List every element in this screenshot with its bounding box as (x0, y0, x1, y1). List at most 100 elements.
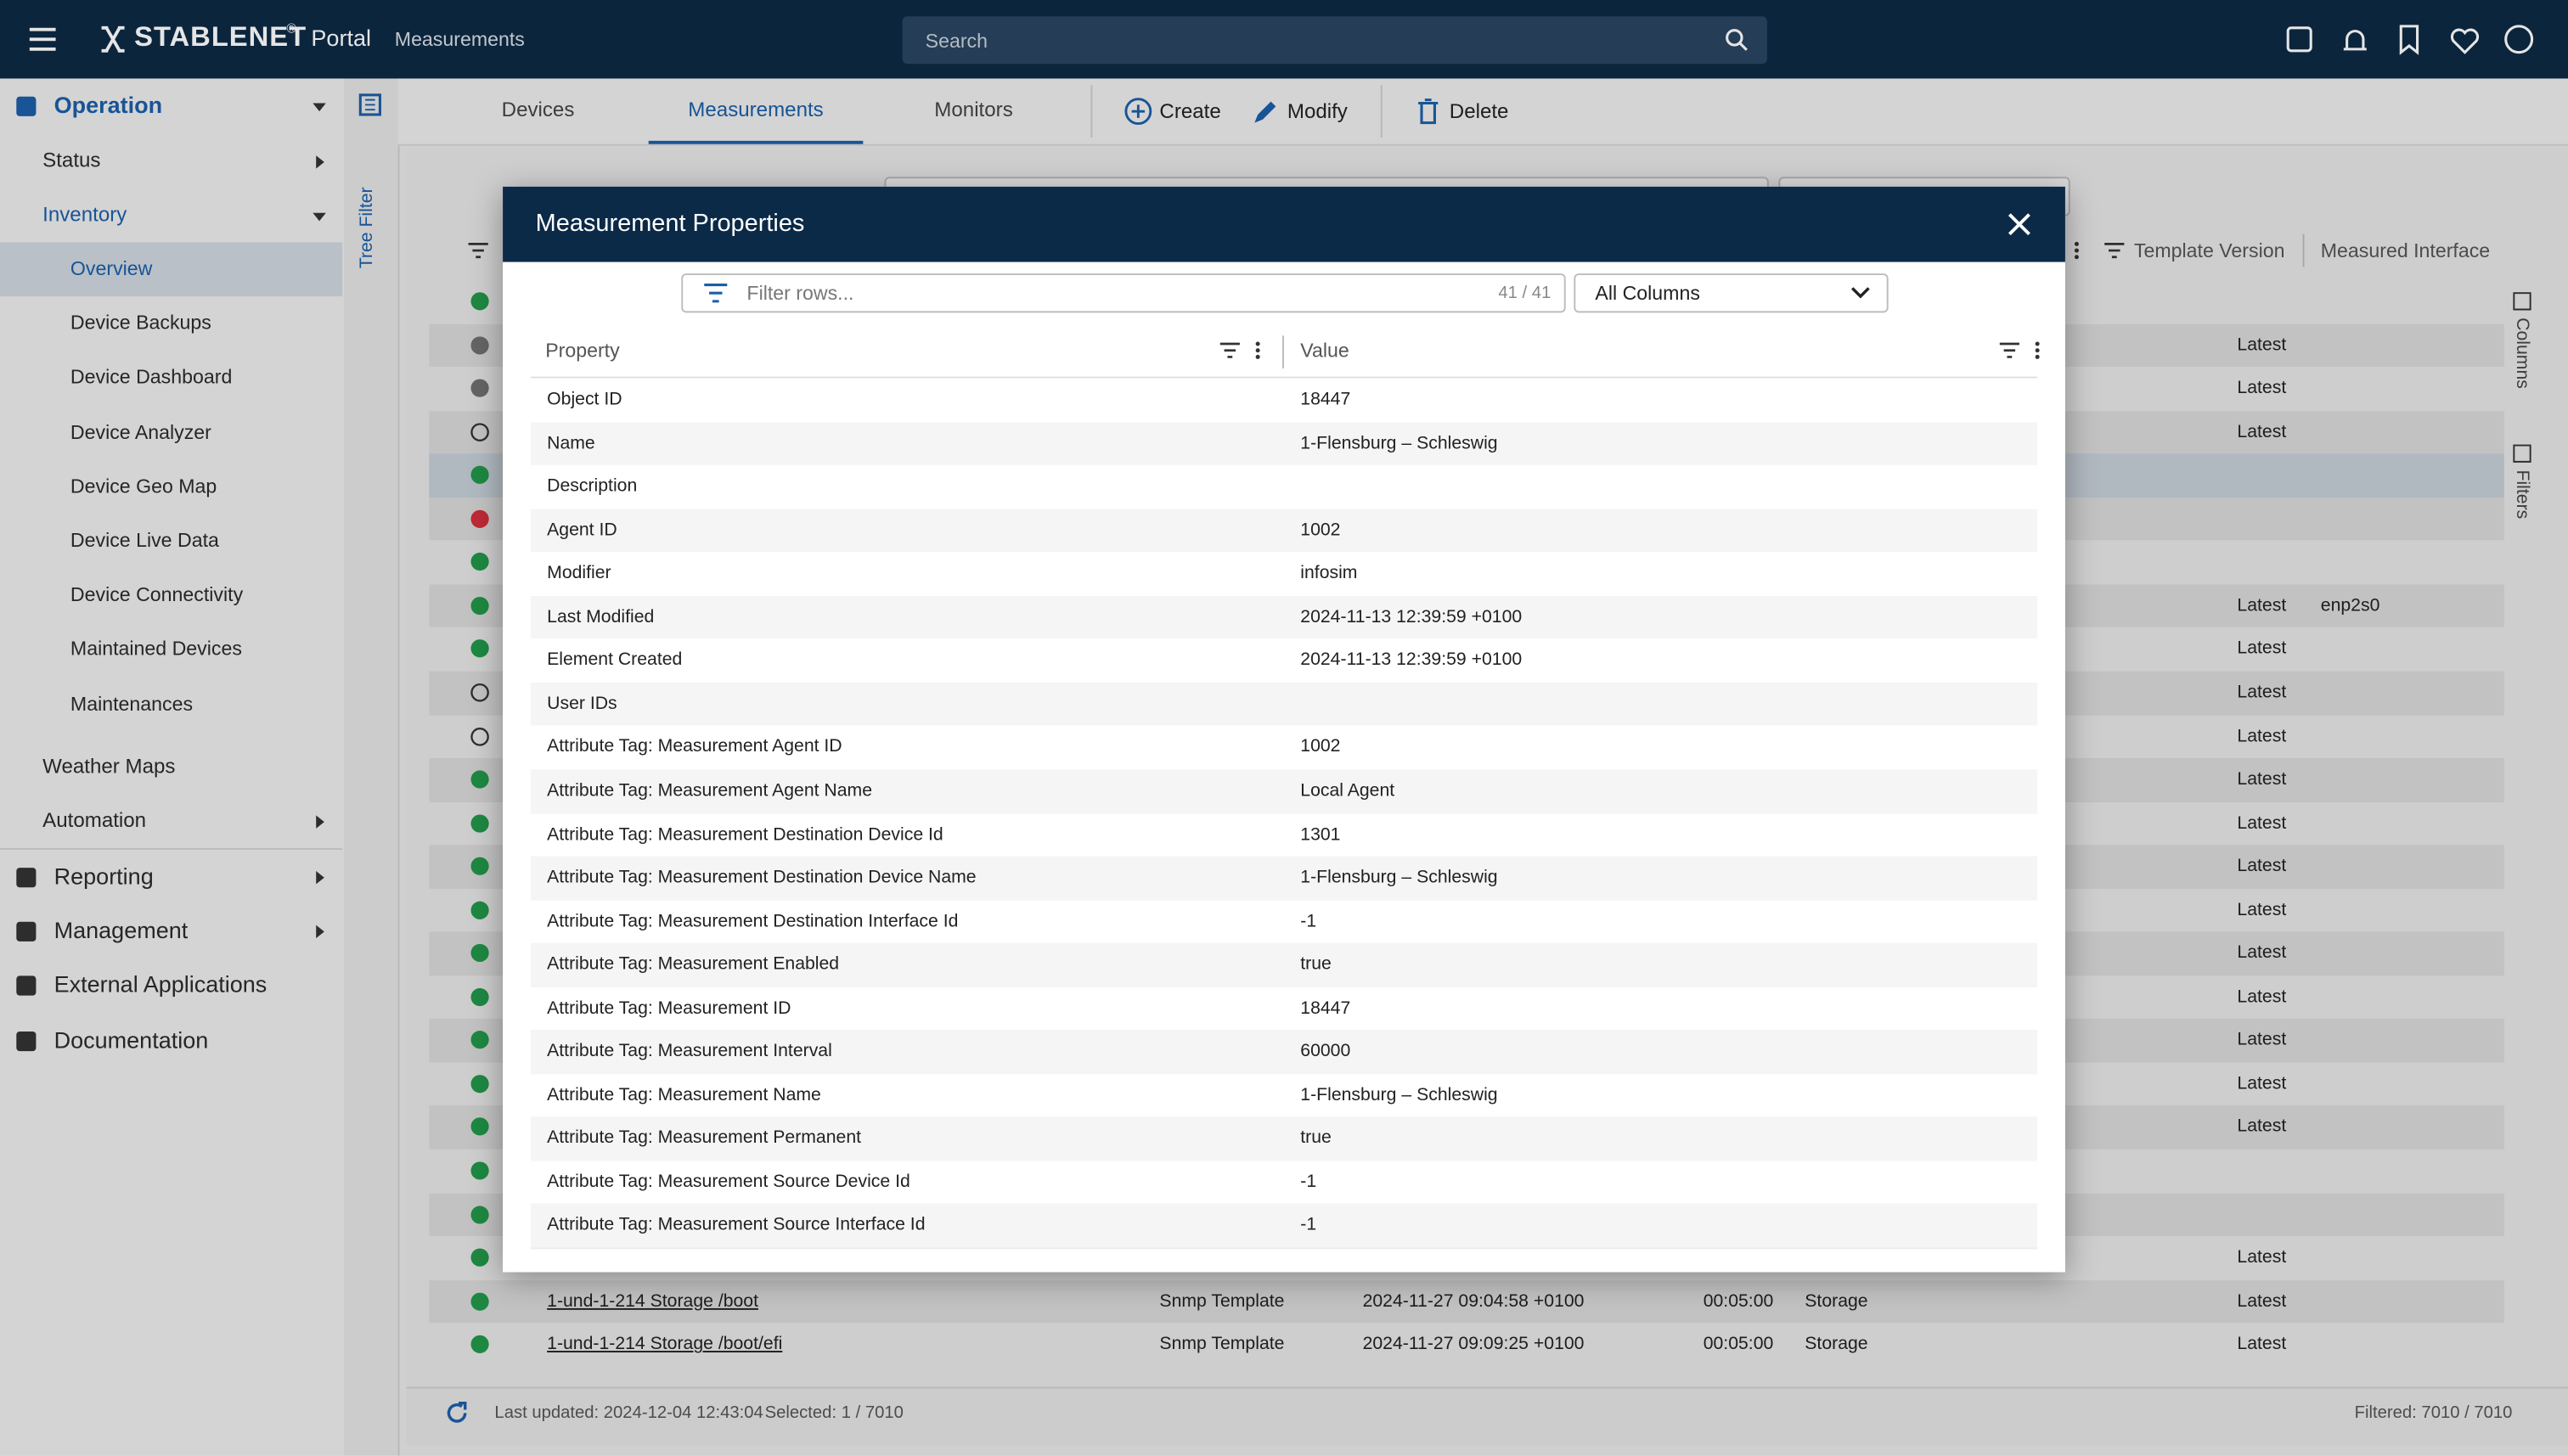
tree-filter-strip: Tree Filter (343, 78, 400, 1456)
tree-icon[interactable] (358, 93, 381, 116)
action-button[interactable]: Delete (1413, 97, 1508, 126)
last-updated: Last updated: 2024-12-04 12:43:04 (494, 1403, 763, 1423)
property-row[interactable]: Object ID 18447 (530, 378, 2038, 424)
property-row[interactable]: User IDs (530, 682, 2038, 728)
property-name: Attribute Tag: Measurement Agent ID (547, 737, 842, 757)
column-header[interactable]: Measured Interface (2320, 239, 2491, 262)
nav-item[interactable]: Device Geo Map (0, 459, 342, 514)
nav-item[interactable]: Inventory (0, 188, 342, 242)
property-value: 1002 (1300, 520, 1341, 540)
status-dot (470, 813, 489, 832)
property-row[interactable]: Attribute Tag: Measurement Source Device… (530, 1161, 2038, 1206)
property-row[interactable]: Attribute Tag: Measurement Destination D… (530, 856, 2038, 902)
tab-label: Monitors (934, 98, 1013, 121)
nav-item[interactable]: Operation (0, 79, 342, 133)
nav-label: Automation (42, 808, 147, 832)
filter-icon (704, 284, 728, 303)
property-name: Attribute Tag: Measurement Destination I… (547, 911, 959, 931)
action-button[interactable]: Create (1124, 97, 1221, 126)
nav-item[interactable]: Device Dashboard (0, 351, 342, 405)
property-row[interactable]: Description (530, 464, 2038, 511)
property-value: 1301 (1300, 824, 1341, 845)
property-name: Last Modified (547, 607, 655, 627)
property-name: Modifier (547, 563, 611, 583)
column-header[interactable]: Property (545, 339, 620, 363)
property-name: User IDs (547, 694, 617, 714)
nav-item[interactable]: Device Analyzer (0, 405, 342, 459)
table-row[interactable]: 1-und-1-214 Storage /boot Snmp Template 20… (429, 1279, 2504, 1324)
tab[interactable]: Devices (431, 79, 645, 144)
property-row[interactable]: Attribute Tag: Measurement ID 18447 (530, 987, 2038, 1032)
search-box[interactable]: Search (902, 16, 1767, 65)
column-select[interactable]: All Columns (1574, 273, 1889, 313)
property-value: 2024-11-13 12:39:59 +0100 (1300, 607, 1523, 627)
action-label: Create (1159, 99, 1221, 123)
nav-item[interactable]: External Applications (0, 958, 342, 1012)
tab[interactable]: Monitors (866, 79, 1081, 144)
nav-item[interactable]: Device Live Data (0, 514, 342, 568)
property-row[interactable]: Last Modified 2024-11-13 12:39:59 +0100 (530, 595, 2038, 641)
property-row[interactable]: Attribute Tag: Measurement Enabled true (530, 943, 2038, 989)
side-panel-tab[interactable]: Filters (2510, 444, 2533, 559)
nav-item[interactable]: Device Connectivity (0, 568, 342, 622)
tab-label: Devices (501, 98, 575, 121)
nav-item[interactable]: Device Backups (0, 296, 342, 351)
nav-item[interactable]: Automation (0, 794, 342, 848)
close-button[interactable] (2008, 213, 2030, 236)
column-header[interactable]: Template Version (2133, 239, 2285, 262)
status-dot (470, 466, 489, 485)
property-row[interactable]: Attribute Tag: Measurement Source Interf… (530, 1204, 2038, 1250)
column-menu-icon (1255, 341, 1260, 359)
cell: 00:05:00 (1703, 1335, 1774, 1355)
nav-item[interactable]: Reporting (0, 848, 343, 904)
nav-item[interactable]: Documentation (0, 1013, 342, 1067)
side-panel-tab[interactable]: Columns (2510, 291, 2533, 406)
property-row[interactable]: Attribute Tag: Measurement Agent ID 1002 (530, 726, 2038, 772)
nav-item[interactable]: Management (0, 903, 342, 958)
table-row-partial (429, 1369, 2504, 1386)
header-icons[interactable] (2284, 23, 2547, 56)
property-row[interactable]: Attribute Tag: Measurement Destination D… (530, 812, 2038, 858)
nav-item[interactable]: Status (0, 133, 342, 188)
property-value: 2024-11-13 12:39:59 +0100 (1300, 650, 1523, 671)
table-row[interactable]: 1-und-1-214 Storage /boot/efi Snmp Templa… (429, 1323, 2504, 1367)
nav-item[interactable]: Maintenances (0, 677, 342, 731)
property-row[interactable]: Attribute Tag: Measurement Agent Name Loc… (530, 769, 2038, 815)
tab[interactable]: Measurements (648, 79, 864, 144)
column-header[interactable]: Value (1300, 339, 1349, 363)
nav-item[interactable]: Overview (0, 242, 343, 296)
property-row[interactable]: Attribute Tag: Measurement Interval 60000 (530, 1030, 2038, 1076)
property-row[interactable]: Attribute Tag: Measurement Name 1-Flensbu… (530, 1073, 2038, 1119)
property-name: Attribute Tag: Measurement Permanent (547, 1128, 862, 1149)
property-row[interactable]: Element Created 2024-11-13 12:39:59 +0100 (530, 638, 2038, 684)
property-row[interactable]: Modifier infosim (530, 552, 2038, 598)
status-dot (470, 1118, 489, 1137)
property-row[interactable]: Attribute Tag: Measurement Destination I… (530, 899, 2038, 946)
nav-arrow (316, 815, 324, 829)
cell: Latest (2237, 1335, 2287, 1355)
menu-button[interactable] (29, 26, 59, 53)
property-row[interactable]: Agent ID 1002 (530, 509, 2038, 554)
nav-item[interactable]: Maintained Devices (0, 622, 342, 677)
nav-label: Inventory (42, 202, 127, 226)
cell: Latest (2237, 856, 2287, 877)
divider (2302, 233, 2305, 267)
divider (1282, 335, 1284, 368)
action-label: Modify (1287, 99, 1348, 123)
property-name: Object ID (547, 389, 622, 410)
property-row[interactable]: Name 1-Flensburg – Schleswig (530, 421, 2038, 467)
property-value: 18447 (1300, 389, 1351, 410)
filter-input[interactable]: Filter rows... 41 / 41 (681, 273, 1566, 313)
nav-item[interactable]: Weather Maps (0, 739, 342, 794)
property-value: 1-Flensburg – Schleswig (1300, 433, 1498, 453)
search-icon (1726, 29, 1748, 51)
nav-label: Device Backups (70, 311, 211, 334)
column-filter-icon (1219, 342, 1240, 358)
nav-label: Documentation (54, 1026, 209, 1053)
cell: 1-und-1-214 Storage /boot (547, 1290, 759, 1312)
property-name: Attribute Tag: Measurement Destination D… (547, 824, 943, 845)
status-dot (470, 770, 489, 789)
property-row[interactable]: Attribute Tag: Measurement Permanent true (530, 1116, 2038, 1163)
property-value: 18447 (1300, 998, 1351, 1018)
action-button[interactable]: Modify (1251, 97, 1348, 126)
